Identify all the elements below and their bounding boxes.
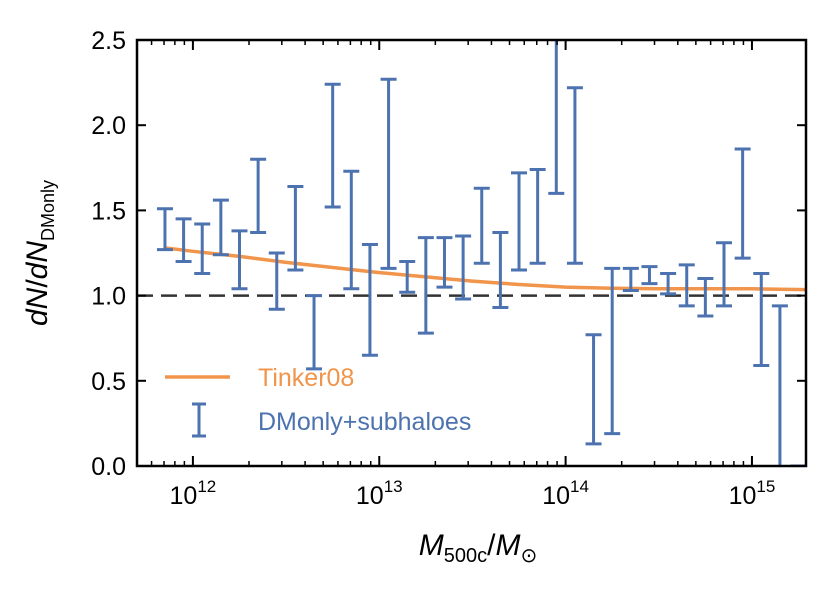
x-label-main2: M: [495, 529, 520, 562]
x-tick-exp: 14: [570, 477, 589, 496]
x-axis: 1012 1013 1014 1015: [150, 40, 776, 510]
errorbar: [399, 260, 416, 294]
x-tick-label: 1012: [170, 477, 217, 510]
y-tick-label: 0.5: [91, 368, 126, 396]
y-tick-label: 1.0: [91, 283, 126, 311]
x-tick-label: 1014: [542, 477, 589, 510]
errorbar-group: [156, 40, 806, 466]
x-label-sep: /: [487, 529, 496, 562]
tinker08-curve: [164, 246, 806, 292]
plot-frame: [135, 38, 808, 468]
errorbar: [287, 185, 304, 272]
x-tick-exp: 12: [197, 477, 216, 496]
errorbar: [753, 271, 770, 367]
plot-area: [137, 40, 806, 466]
y-tick-label: 0.0: [91, 453, 126, 481]
x-tick-base: 10: [170, 482, 198, 510]
x-axis-label: M500c/M⊙: [419, 529, 537, 567]
errorbar: [771, 304, 788, 466]
legend: Tinker08 DMonly+subhaloes: [165, 364, 471, 438]
errorbar: [361, 242, 378, 357]
errorbar: [529, 168, 546, 265]
errorbar: [250, 157, 267, 235]
errorbar: [212, 198, 229, 257]
y-tick-label: 2.5: [91, 27, 126, 55]
errorbar: [343, 169, 360, 291]
legend-dmonly-subhaloes-swatch: [192, 402, 206, 438]
y-tick-label: 2.0: [91, 112, 126, 140]
errorbar: [156, 207, 173, 252]
y-label-b: dN: [21, 241, 54, 280]
errorbar: [417, 236, 434, 335]
errorbar: [175, 217, 192, 264]
errorbar: [473, 186, 490, 265]
x-tick-base: 10: [729, 482, 757, 510]
y-axis-label: dN/dNDMonly: [21, 180, 58, 326]
errorbar: [268, 251, 285, 311]
errorbar: [306, 294, 323, 371]
x-tick-base: 10: [542, 482, 570, 510]
y-label-a: dN: [21, 287, 54, 326]
errorbar: [622, 266, 639, 292]
errorbar: [585, 333, 602, 446]
y-tick-label: 1.5: [91, 197, 126, 225]
errorbar: [324, 82, 341, 209]
x-tick-exp: 13: [384, 477, 403, 496]
errorbar: [660, 271, 677, 296]
errorbar: [641, 265, 658, 286]
errorbar: [566, 86, 583, 265]
errorbar: [231, 229, 248, 291]
y-label-sub: DMonly: [38, 180, 58, 241]
y-label-sep: /: [21, 279, 54, 288]
x-tick-base: 10: [356, 482, 384, 510]
x-label-sub: 500c: [444, 545, 487, 567]
errorbar: [678, 263, 695, 308]
x-tick-label: 1013: [356, 477, 403, 510]
x-label-sub2: ⊙: [520, 545, 537, 567]
errorbar: [194, 222, 211, 275]
errorbar: [604, 266, 621, 436]
errorbar: [697, 277, 714, 318]
y-axis: 0.0 0.5 1.0 1.5 2.0 2.5: [91, 27, 806, 481]
errorbar: [492, 231, 509, 310]
errorbar: [380, 77, 397, 270]
errorbar: [734, 147, 751, 260]
errorbar: [436, 236, 453, 289]
x-tick-exp: 15: [756, 477, 775, 496]
x-label-main: M: [419, 529, 444, 562]
errorbar: [548, 40, 565, 195]
x-tick-label: 1015: [729, 477, 776, 510]
legend-tinker08-label: Tinker08: [258, 364, 354, 392]
errorbar: [716, 241, 733, 308]
errorbar: [511, 171, 528, 272]
legend-dmonly-subhaloes-label: DMonly+subhaloes: [258, 408, 471, 436]
errorbar: [455, 234, 472, 301]
